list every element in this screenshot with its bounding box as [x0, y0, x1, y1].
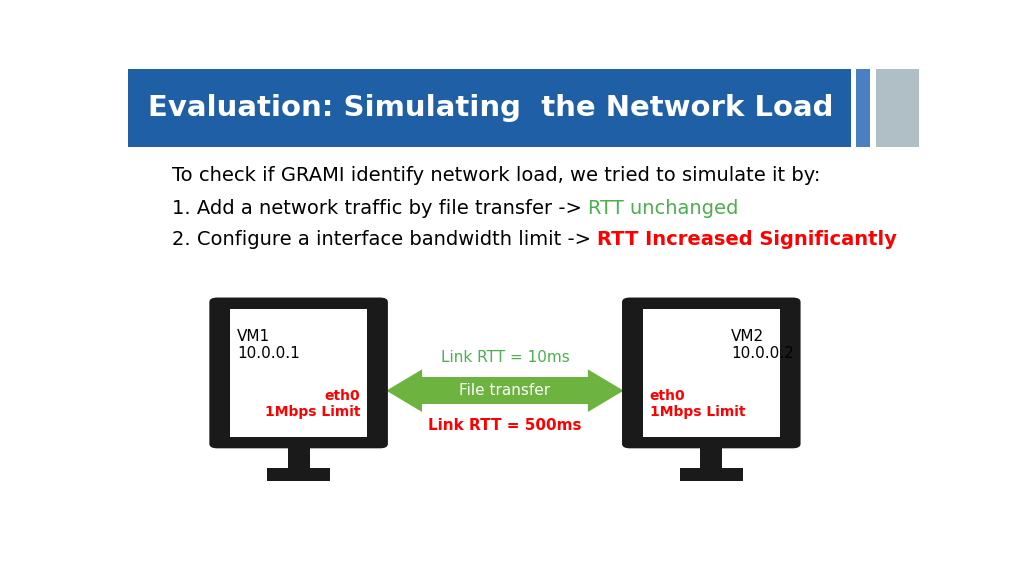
Text: RTT unchanged: RTT unchanged — [588, 199, 738, 218]
FancyBboxPatch shape — [209, 298, 388, 448]
FancyBboxPatch shape — [643, 309, 780, 437]
Polygon shape — [588, 369, 624, 412]
Text: Link RTT = 10ms: Link RTT = 10ms — [440, 350, 569, 365]
FancyBboxPatch shape — [288, 444, 309, 468]
Text: RTT Increased Significantly: RTT Increased Significantly — [597, 230, 897, 249]
Text: 1. Add a network traffic by file transfer ->: 1. Add a network traffic by file transfe… — [172, 199, 588, 218]
FancyBboxPatch shape — [680, 468, 743, 481]
Text: Link RTT = 500ms: Link RTT = 500ms — [428, 418, 582, 433]
Text: eth0
1Mbps Limit: eth0 1Mbps Limit — [650, 389, 745, 419]
Text: VM2
10.0.0.2: VM2 10.0.0.2 — [731, 328, 794, 361]
Text: To check if GRAMI identify network load, we tried to simulate it by:: To check if GRAMI identify network load,… — [172, 166, 820, 185]
FancyBboxPatch shape — [230, 309, 368, 437]
Text: eth0
1Mbps Limit: eth0 1Mbps Limit — [264, 389, 360, 419]
FancyBboxPatch shape — [700, 444, 722, 468]
FancyBboxPatch shape — [267, 468, 331, 481]
Text: Evaluation: Simulating  the Network Load: Evaluation: Simulating the Network Load — [147, 94, 834, 122]
Text: 2. Configure a interface bandwidth limit ->: 2. Configure a interface bandwidth limit… — [172, 230, 597, 249]
Text: VM1
10.0.0.1: VM1 10.0.0.1 — [238, 328, 300, 361]
Text: File transfer: File transfer — [460, 383, 551, 398]
FancyBboxPatch shape — [876, 69, 920, 147]
FancyBboxPatch shape — [622, 298, 801, 448]
Polygon shape — [386, 369, 422, 412]
FancyBboxPatch shape — [856, 69, 870, 147]
FancyBboxPatch shape — [422, 377, 588, 404]
FancyBboxPatch shape — [837, 69, 851, 147]
FancyBboxPatch shape — [128, 69, 837, 147]
